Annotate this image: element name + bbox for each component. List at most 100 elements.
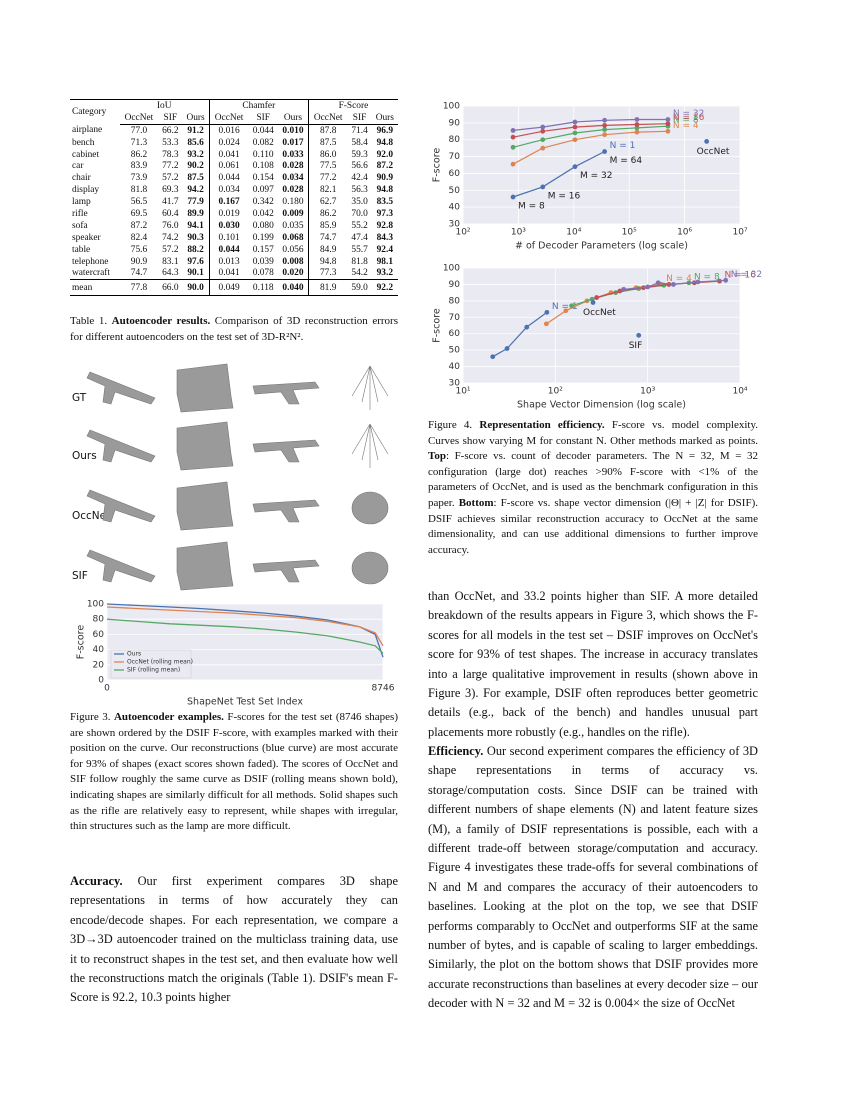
series-label: N = 1: [610, 141, 636, 151]
cell-value: 86.2: [319, 208, 337, 219]
cell: 73.9: [120, 172, 159, 184]
text: F-scores for the test set (8746 shapes) …: [70, 711, 398, 833]
y-tick-label: 0: [98, 676, 104, 686]
cell-value: 94.1: [187, 220, 204, 231]
header-cell: SIF: [248, 111, 279, 125]
cell: 58.4: [348, 137, 372, 149]
cell: 0.034: [278, 172, 308, 184]
cell: 66.0: [158, 279, 183, 297]
shape-thumbnail: [86, 489, 156, 523]
data-point: [510, 161, 516, 167]
cell-value: 89.9: [187, 208, 204, 219]
y-tick-label: 60: [93, 630, 105, 640]
cell: 0.056: [278, 244, 308, 256]
cell-value: 85.6: [187, 137, 204, 148]
cell-value: 0.342: [252, 197, 274, 208]
cell-value: 0.033: [282, 149, 304, 160]
bold-text: Autoencoder results.: [111, 315, 211, 327]
cell-value: 77.9: [187, 197, 204, 208]
x-tick-label: 10³: [640, 387, 655, 397]
cell-value: 0.016: [218, 125, 240, 136]
cell: 85.9: [307, 219, 348, 232]
cell-value: 87.5: [187, 173, 204, 184]
cell: 77.0: [120, 124, 159, 136]
cell: 90.2: [182, 160, 209, 172]
shape: [176, 481, 234, 531]
cell: 94.2: [182, 184, 209, 196]
cell-value: 59.3: [351, 149, 368, 160]
x-tick-label: 10²: [455, 228, 470, 238]
cell: bench: [72, 137, 95, 148]
cell: 87.5: [182, 172, 209, 184]
cell: 0.097: [248, 184, 278, 196]
legend-label: Ours: [127, 651, 141, 658]
cell: 93.2: [182, 149, 209, 161]
table-header: Category IoU Chamfer F-Score OccNet SIF Ours Oc…: [70, 98, 398, 125]
legend-label: OccNet (rolling mean): [127, 659, 193, 666]
cell-value: 0.008: [282, 256, 304, 267]
shape-thumbnail: [86, 549, 156, 583]
point-label: M = 8: [518, 202, 545, 212]
data-point: [665, 117, 671, 122]
x-tick-label: 10⁴: [732, 387, 747, 397]
cell: 0.044: [208, 243, 249, 256]
cell-value: 0.082: [252, 137, 274, 148]
header-cell: F-Score: [307, 98, 398, 112]
table-row: table 75.6 57.2 88.2 0.044 0.157 0.056 84.9 55.7…: [70, 243, 398, 256]
text: Comparison of 3D reconstruction errors f…: [70, 315, 398, 343]
cell-value: 90.9: [130, 256, 148, 267]
table-row: display 81.8 69.3 94.2 0.034 0.097 0.028 82.1 56…: [70, 184, 398, 197]
cell-value: 60.4: [162, 208, 179, 219]
cell-value: 92.2: [376, 282, 394, 293]
y-tick-label: 100: [443, 264, 460, 274]
cell-value: 81.8: [351, 256, 368, 267]
cell: 0.110: [248, 149, 278, 161]
header-cell: Category: [70, 99, 120, 125]
table-row: rifle 69.5 60.4 89.9 0.019 0.042 0.009 86.2 70.0…: [70, 208, 398, 220]
cell-value: 0.068: [282, 232, 304, 243]
cell-value: 0.154: [252, 173, 274, 184]
cell: 64.3: [158, 267, 182, 279]
header-cell: Ours: [182, 111, 210, 125]
cell: 86.0: [307, 148, 348, 161]
cell-value: 56.6: [351, 161, 368, 172]
table-row: airplane 77.0 66.2 91.2 0.016 0.044 0.010 87.8 7…: [70, 124, 398, 137]
cell: 81.8: [120, 184, 159, 196]
cell: 62.7: [307, 196, 348, 209]
cell-value: 0.180: [282, 197, 304, 208]
cell: 84.9: [307, 243, 348, 256]
cell-value: 98.1: [376, 256, 394, 267]
cell-value: 0.049: [218, 282, 240, 293]
data-point: [634, 125, 640, 131]
cell-value: 90.2: [187, 161, 204, 172]
cell: 69.3: [158, 184, 182, 196]
y-tick-label: 100: [87, 600, 104, 610]
shape-thumbnail: [351, 423, 389, 468]
cell-value: 0.030: [218, 220, 240, 231]
cell: 0.039: [248, 256, 278, 268]
cell: 0.016: [208, 124, 249, 137]
data-point: [504, 346, 510, 351]
cell: 84.3: [372, 232, 398, 244]
legend-box: [110, 649, 192, 679]
plot-background: [463, 268, 740, 383]
cell: 76.0: [158, 220, 182, 232]
cell-value: 69.3: [162, 185, 179, 196]
cell-value: 0.118: [252, 282, 274, 293]
series-label: N = 1: [552, 302, 578, 312]
cell: 69.5: [120, 208, 159, 220]
shape-thumbnail: [351, 551, 389, 585]
cell-value: 47.4: [351, 232, 368, 243]
cell: 0.049: [208, 279, 249, 297]
data-point: [602, 149, 608, 154]
cell: 56.5: [120, 196, 159, 208]
cell: 70.0: [348, 208, 372, 220]
cell: 94.8: [307, 255, 348, 268]
shape: [351, 551, 389, 585]
shape: [86, 489, 156, 523]
cell: 0.078: [248, 267, 278, 279]
cell: 90.0: [182, 279, 210, 297]
table-body: airplane 77.0 66.2 91.2 0.016 0.044 0.010 87.8 7…: [70, 124, 398, 297]
x-axis-label: ShapeNet Test Set Index: [187, 697, 303, 708]
